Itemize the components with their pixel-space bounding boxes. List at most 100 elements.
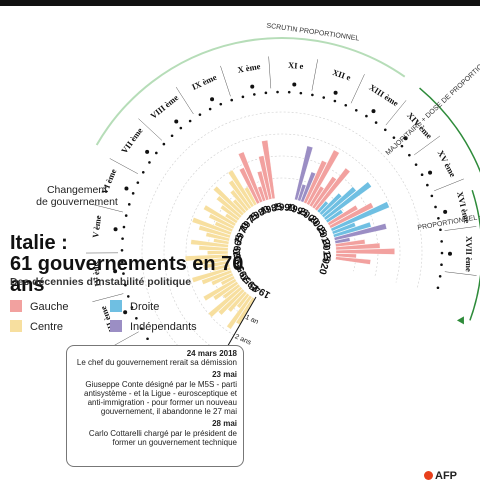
gov-change-dot-39 bbox=[311, 93, 314, 97]
gov-bar-62 bbox=[332, 221, 372, 238]
gov-bar-14 bbox=[212, 263, 231, 272]
gov-bar-56 bbox=[319, 192, 343, 216]
legislature-separator-3 bbox=[92, 293, 124, 302]
legislature-label-10: X ème bbox=[237, 61, 262, 75]
legislature-label-8: VIII ème bbox=[148, 92, 180, 121]
gov-bar-63 bbox=[294, 145, 314, 201]
gov-change-dot-42 bbox=[344, 103, 348, 107]
year-tick-1960: 1960 bbox=[231, 247, 245, 271]
gov-bar-42 bbox=[261, 139, 276, 200]
gov-bar-54 bbox=[335, 256, 371, 265]
gov-bar-67 bbox=[334, 237, 351, 244]
gov-change-dot-13 bbox=[122, 272, 125, 275]
gov-bar-8 bbox=[212, 281, 239, 301]
gov-change-dot-44 bbox=[365, 114, 368, 118]
gov-change-dot-45 bbox=[374, 121, 378, 124]
gov-bar-55 bbox=[316, 200, 329, 214]
legislature-separator-14 bbox=[414, 135, 441, 156]
gov-bar-59 bbox=[325, 209, 344, 224]
legislature-dot-12 bbox=[333, 90, 338, 95]
callout-text-1: Le chef du gouvernement rerait sa démiss… bbox=[76, 358, 237, 368]
gov-change-dot-27 bbox=[179, 126, 183, 130]
gov-change-dot-61 bbox=[436, 286, 440, 290]
gov-change-dot-57 bbox=[440, 240, 443, 243]
gov-change-dot-41 bbox=[333, 99, 337, 103]
callout-box: 24 mars 2018 Le chef du gouvernement rera… bbox=[66, 345, 244, 467]
arrow-head-icon bbox=[456, 316, 464, 325]
legislature-separator-8 bbox=[175, 86, 194, 115]
gov-bar-41 bbox=[258, 155, 273, 200]
legislature-dot-6 bbox=[124, 186, 129, 191]
gov-bar-45 bbox=[309, 185, 325, 208]
gov-change-dot-23 bbox=[148, 161, 151, 164]
legislature-separator-12 bbox=[350, 74, 365, 104]
gov-bar-22 bbox=[205, 232, 231, 242]
gov-change-dot-40 bbox=[322, 96, 326, 99]
legislature-dot-10 bbox=[250, 84, 255, 89]
legislature-label-13: XIII ème bbox=[367, 82, 400, 108]
legislature-label-5: V ème bbox=[90, 214, 103, 238]
gov-bar-15 bbox=[202, 260, 230, 270]
year-tick-1985: 1985 bbox=[259, 201, 284, 217]
legislature-label-11: XI e bbox=[288, 60, 304, 71]
gov-change-dot-58 bbox=[440, 251, 444, 255]
gov-bar-23 bbox=[198, 225, 231, 239]
legislature-dot-11 bbox=[292, 82, 297, 87]
callout-date-3: 28 mai bbox=[212, 419, 237, 429]
gov-bar-58 bbox=[323, 181, 372, 221]
gov-change-dot-25 bbox=[162, 142, 166, 146]
gov-bar-5 bbox=[217, 288, 245, 316]
gov-bar-30 bbox=[216, 195, 243, 219]
legislature-separator-11 bbox=[311, 59, 318, 91]
year-tick-2015: 2015 bbox=[320, 239, 332, 262]
legislature-label-15: XV ème bbox=[436, 149, 459, 179]
chart-subtitle: Des décennies d'instabilité politique bbox=[10, 276, 192, 288]
gov-bar-36 bbox=[243, 186, 258, 206]
gov-change-dot-29 bbox=[198, 113, 202, 116]
legislature-dot-9 bbox=[210, 97, 215, 102]
gov-change-dot-9 bbox=[135, 316, 138, 320]
year-tick-2020: 2020 bbox=[316, 251, 332, 276]
gov-change-dot-56 bbox=[439, 228, 442, 232]
gov-bar-53 bbox=[335, 253, 357, 259]
legislature-dot-16 bbox=[443, 209, 448, 214]
gov-change-dot-26 bbox=[170, 134, 174, 138]
gov-bar-7 bbox=[222, 283, 241, 300]
gov-bar-37 bbox=[239, 167, 260, 205]
gov-change-dot-55 bbox=[437, 216, 440, 220]
gov-bar-51 bbox=[335, 242, 381, 251]
gov-bar-47 bbox=[314, 167, 351, 212]
guide-ring-4 bbox=[141, 111, 423, 374]
gov-change-dot-43 bbox=[354, 108, 358, 112]
gov-bar-17 bbox=[184, 254, 229, 262]
legislature-label-12: XII e bbox=[331, 67, 352, 82]
gov-bar-19 bbox=[198, 245, 229, 251]
legend-swatch-centre bbox=[10, 320, 22, 332]
legislature-label-9: IX ème bbox=[190, 72, 218, 92]
legislature-dot-8 bbox=[174, 119, 179, 124]
afp-text: AFP bbox=[435, 470, 457, 482]
gov-bar-64 bbox=[297, 183, 307, 202]
gov-bar-49 bbox=[328, 202, 374, 229]
gov-bar-52 bbox=[335, 248, 395, 255]
legislature-label-7: VII ème bbox=[119, 125, 145, 155]
guide-ring-3 bbox=[163, 133, 401, 355]
gov-change-dot-47 bbox=[392, 136, 396, 139]
gov-bar-48 bbox=[327, 204, 359, 226]
legislature-separator-10 bbox=[268, 56, 272, 89]
gov-change-dot-34 bbox=[253, 93, 256, 96]
callout-entry-1: 24 mars 2018 Le chef du gouvernement rera… bbox=[73, 349, 237, 367]
gov-change-dot-54 bbox=[434, 205, 437, 209]
gov-change-dot-19 bbox=[127, 203, 131, 206]
afp-dot-icon bbox=[424, 471, 433, 480]
gov-bar-9 bbox=[202, 278, 237, 302]
legislature-dot-4 bbox=[113, 269, 118, 274]
callout-date-1: 24 mars 2018 bbox=[186, 349, 237, 358]
gov-change-dot-32 bbox=[230, 98, 234, 102]
gov-bar-24 bbox=[191, 217, 232, 236]
gov-change-dot-8 bbox=[140, 327, 143, 331]
legislature-label-17: XVII ème bbox=[464, 236, 474, 272]
gov-bar-6 bbox=[208, 286, 243, 318]
gov-bar-61 bbox=[331, 222, 357, 235]
gov-bar-50 bbox=[335, 239, 366, 247]
